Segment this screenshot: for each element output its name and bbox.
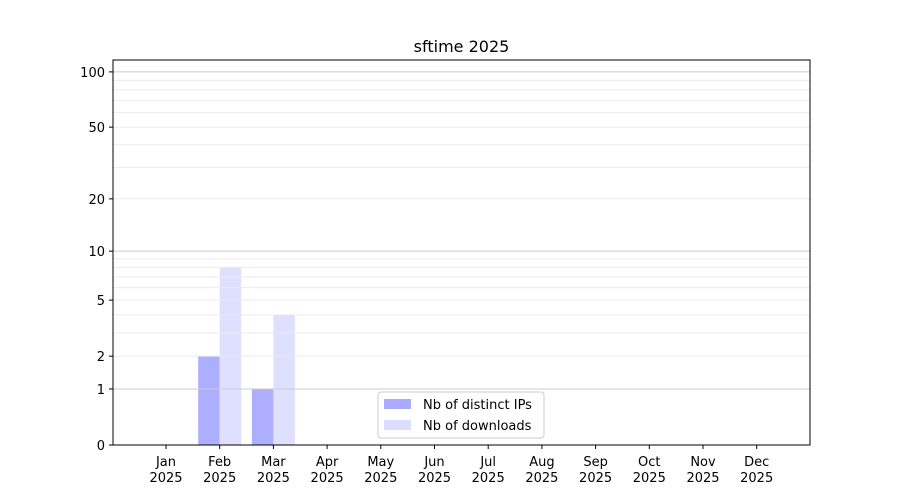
x-tick-label: Apr 2025 [311,455,344,486]
legend-swatch [384,420,411,430]
chart-title: sftime 2025 [414,37,510,56]
y-tick-label: 2 [97,350,105,365]
x-tick-label: Feb 2025 [203,455,236,486]
y-tick-label: 0 [97,439,105,454]
y-tick-label: 10 [88,245,105,260]
y-tick-label: 20 [88,193,105,208]
legend-swatch [384,399,411,409]
legend [377,391,545,439]
legend-label: Nb of distinct IPs [423,398,532,413]
y-tick-label: 50 [88,121,105,136]
x-tick-label: Jun 2025 [418,455,451,486]
bar-distinct-ips [198,356,220,445]
y-tick-label: 5 [97,294,105,309]
x-tick-label: Dec 2025 [740,455,773,486]
bar-downloads [273,314,295,445]
x-tick-label: Oct 2025 [633,455,666,486]
plot-frame [112,59,811,446]
x-tick-label: Jan 2025 [149,455,182,486]
x-tick-label: Aug 2025 [525,455,558,486]
x-tick-label: Mar 2025 [257,455,290,486]
bar-distinct-ips [251,388,274,445]
x-tick-label: Jul 2025 [472,455,505,486]
x-tick-label: Nov 2025 [686,455,719,486]
y-tick-label: 1 [97,383,105,398]
x-tick-label: May 2025 [364,455,397,486]
legend-label: Nb of downloads [423,419,532,434]
y-tick-label: 100 [80,66,105,81]
x-tick-label: Sep 2025 [579,455,612,486]
